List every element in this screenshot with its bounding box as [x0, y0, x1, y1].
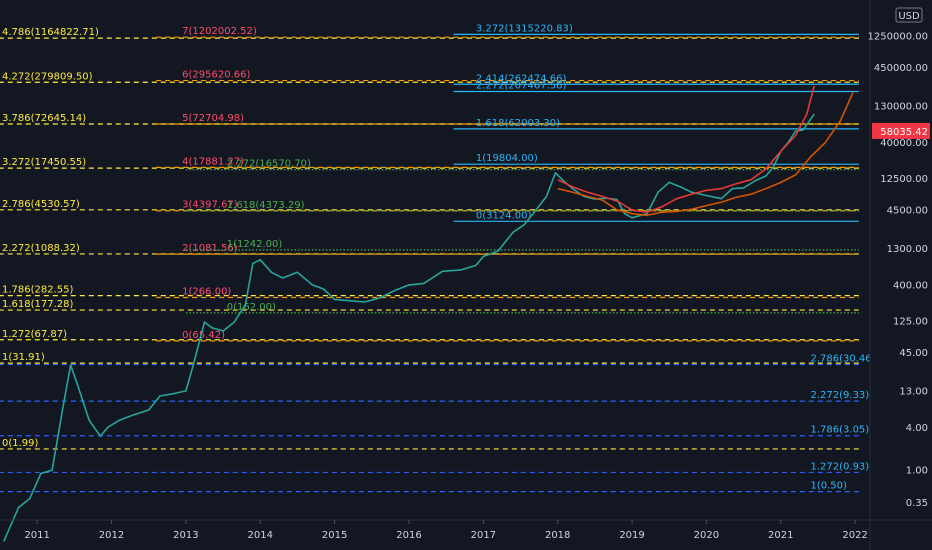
badges: USD 58035.42	[872, 7, 930, 139]
y-tick-label: 125.00	[893, 316, 928, 327]
fib-label: 1.618(4373.29)	[227, 200, 305, 211]
last-price-box	[872, 122, 930, 139]
fib-levels: 4.786(1164822.71) 7(1202002.52) 3.272(1315…	[0, 23, 876, 493]
y-tick-label: 130000.00	[874, 101, 928, 112]
price-series	[2, 85, 854, 542]
fib-label: 6(295620.66)	[182, 70, 250, 81]
fib-label: 3.272(1315220.83)	[476, 23, 573, 34]
fib-label: 5(72704.98)	[182, 113, 244, 124]
fib-label: 2.272(16570.70)	[227, 159, 311, 170]
x-tick-label: 2011	[24, 530, 49, 541]
fib-label: 2.786(30.46)	[811, 354, 876, 365]
fib-label: 1.272(0.93)	[811, 461, 870, 472]
y-tick-label: 13.00	[899, 386, 928, 397]
y-tick-label: 4500.00	[887, 206, 928, 217]
fib-label: 4.272(279809.50)	[2, 71, 93, 82]
fib-label: 3(4397.67)	[182, 200, 238, 211]
y-axis: 1250000.00 450000.00 130000.00 40000.00 1250…	[868, 0, 932, 550]
x-tick-label: 2019	[619, 530, 644, 541]
fib-label: 2.786(4530.57)	[2, 199, 80, 210]
x-tick-label: 2014	[248, 530, 273, 541]
fib-label: 2(1081.56)	[182, 243, 238, 254]
y-tick-label: 1250000.00	[868, 31, 928, 42]
y-tick-label: 400.00	[893, 280, 928, 291]
fib-label: 2.414(262474.66)	[476, 73, 567, 84]
fib-label: 0(1.99)	[2, 438, 39, 449]
fib-label: 1(31.91)	[2, 352, 45, 363]
fib-label: 4(17881.27)	[182, 156, 244, 167]
y-tick-label: 1300.00	[887, 244, 928, 255]
fib-label: 1.618(177.28)	[2, 299, 74, 310]
x-tick-label: 2012	[99, 530, 124, 541]
fib-label: 1.786(282.55)	[2, 285, 74, 296]
fib-label: 0(3124.00)	[476, 210, 532, 221]
y-tick-label: 12500.00	[880, 174, 928, 185]
x-tick-label: 2022	[842, 530, 867, 541]
currency-box	[895, 7, 923, 23]
currency-badge: USD	[895, 7, 923, 23]
fib-label: 2.272(1088.32)	[2, 243, 80, 254]
x-tick-label: 2013	[173, 530, 198, 541]
fib-label: 1.786(3.05)	[811, 425, 870, 436]
fib-label: 2.272(9.33)	[811, 390, 870, 401]
last-price-badge: 58035.42	[872, 122, 930, 139]
y-tick-label: 1.00	[906, 466, 928, 477]
x-axis: 2011 2012 2013 2014 2015 2016 2017 2018 2019 2020…	[0, 519, 932, 541]
fib-label: 2.272(207467.56)	[476, 81, 567, 92]
fib-label: 1.272(67.87)	[2, 329, 67, 340]
fib-label: 7(1202002.52)	[182, 26, 257, 37]
fib-label: 3.786(72645.14)	[2, 113, 86, 124]
price-line	[557, 85, 815, 213]
x-tick-label: 2017	[471, 530, 496, 541]
y-tick-label: 40000.00	[880, 138, 928, 149]
x-tick-label: 2016	[396, 530, 421, 541]
x-tick-label: 2021	[768, 530, 793, 541]
fib-label: 1(0.50)	[811, 481, 848, 492]
fib-label: 0(65.42)	[182, 330, 225, 341]
currency-label: USD	[898, 11, 920, 22]
y-tick-label: 45.00	[899, 348, 928, 359]
fib-label: 1(1242.00)	[227, 239, 283, 250]
price-line	[557, 92, 854, 217]
x-tick-label: 2015	[322, 530, 347, 541]
y-tick-label: 450000.00	[874, 63, 928, 74]
y-axis-panel	[870, 0, 932, 550]
fib-label: 4.786(1164822.71)	[2, 27, 99, 38]
fib-label: 1(266.00)	[182, 287, 231, 298]
fib-label: 3.272(17450.55)	[2, 157, 86, 168]
y-tick-label: 0.35	[906, 498, 928, 509]
last-price-label: 58035.42	[880, 127, 928, 138]
fib-label: 1.618(62003.30)	[476, 118, 560, 129]
fib-label: 1(19804.00)	[476, 153, 538, 164]
y-tick-label: 4.00	[906, 423, 928, 434]
fib-label: 0(162.00)	[227, 302, 276, 313]
x-tick-label: 2020	[694, 530, 719, 541]
x-tick-label: 2018	[545, 530, 570, 541]
